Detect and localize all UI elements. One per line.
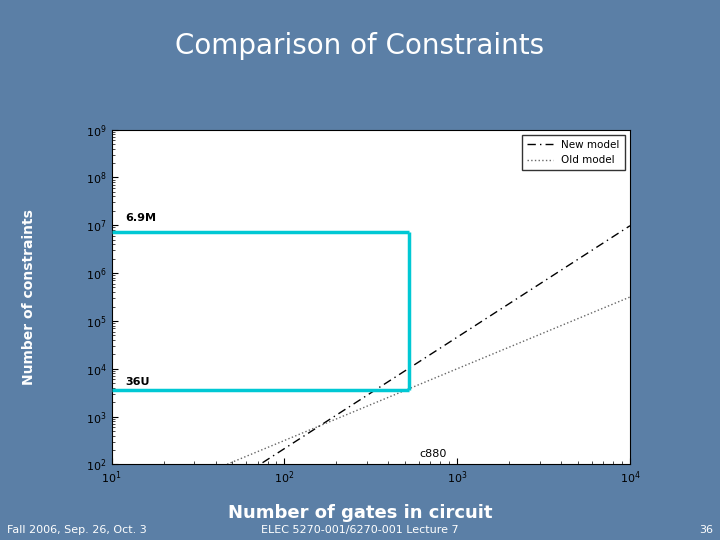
Text: 36U: 36U xyxy=(125,377,150,387)
Text: 36: 36 xyxy=(699,524,713,535)
Legend: New model, Old model: New model, Old model xyxy=(521,135,625,171)
Text: Number of gates in circuit: Number of gates in circuit xyxy=(228,504,492,522)
Text: 6.9M: 6.9M xyxy=(125,213,156,223)
Text: c880: c880 xyxy=(419,449,446,459)
Text: Number of constraints: Number of constraints xyxy=(22,209,36,385)
Text: Comparison of Constraints: Comparison of Constraints xyxy=(176,32,544,60)
Text: ELEC 5270-001/6270-001 Lecture 7: ELEC 5270-001/6270-001 Lecture 7 xyxy=(261,524,459,535)
Text: Fall 2006, Sep. 26, Oct. 3: Fall 2006, Sep. 26, Oct. 3 xyxy=(7,524,147,535)
